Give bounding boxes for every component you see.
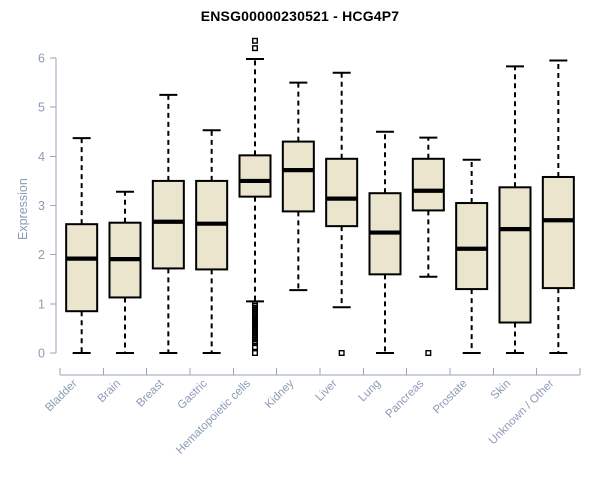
box-iqr — [281, 140, 315, 213]
outlier-point — [251, 350, 258, 357]
x-tick-label: Liver — [314, 378, 340, 404]
outlier-point — [251, 37, 258, 44]
boxplot-box — [455, 158, 489, 354]
boxplot-box — [108, 190, 142, 354]
y-tick-label: 6 — [38, 52, 45, 66]
boxplot-box — [498, 65, 532, 354]
x-tick-label: Breast — [134, 377, 167, 410]
y-tick-label: 2 — [38, 248, 45, 262]
boxplot-box — [151, 93, 185, 354]
y-tick-label: 1 — [38, 297, 45, 311]
outlier-point — [338, 350, 345, 357]
y-tick-label: 0 — [38, 347, 45, 361]
outlier-point — [251, 45, 258, 52]
x-tick-label: Brain — [96, 378, 123, 405]
x-tick-label: Kidney — [263, 377, 297, 411]
boxplot-box — [411, 136, 445, 357]
y-tick-label: 4 — [38, 150, 45, 164]
x-tick-label: Prostate — [431, 378, 470, 417]
boxplot-box — [238, 37, 272, 357]
boxplot-box — [368, 130, 402, 354]
boxplot-box — [541, 59, 575, 354]
boxplot-box — [325, 71, 359, 357]
outlier-point — [425, 350, 432, 357]
box-iqr — [238, 154, 272, 198]
x-tick-label: Gastric — [176, 377, 210, 411]
y-tick-label: 3 — [38, 199, 45, 213]
outlier-point — [251, 344, 258, 351]
box-iqr — [151, 179, 185, 270]
box-iqr — [498, 186, 532, 324]
boxplot-box — [65, 137, 99, 354]
box-iqr — [325, 157, 359, 228]
x-axis — [59, 368, 581, 376]
x-tick-label: Skin — [489, 378, 513, 402]
box-iqr — [65, 223, 99, 313]
boxplot-box — [195, 129, 229, 354]
y-axis: 0 1 2 3 4 5 6 — [38, 52, 57, 361]
x-tick-label: Hematopoietic cells — [174, 377, 253, 456]
x-tick-label: Pancreas — [384, 377, 427, 420]
box-series — [65, 37, 575, 357]
box-iqr — [541, 175, 575, 290]
box-iqr — [455, 202, 489, 291]
boxplot-box — [281, 81, 315, 292]
x-tick-label: Lung — [357, 378, 384, 405]
y-tick-label: 5 — [38, 101, 45, 115]
chart-title: ENSG00000230521 - HCG4P7 — [200, 8, 400, 24]
x-tick-label: Bladder — [43, 378, 80, 415]
box-iqr — [411, 157, 445, 212]
